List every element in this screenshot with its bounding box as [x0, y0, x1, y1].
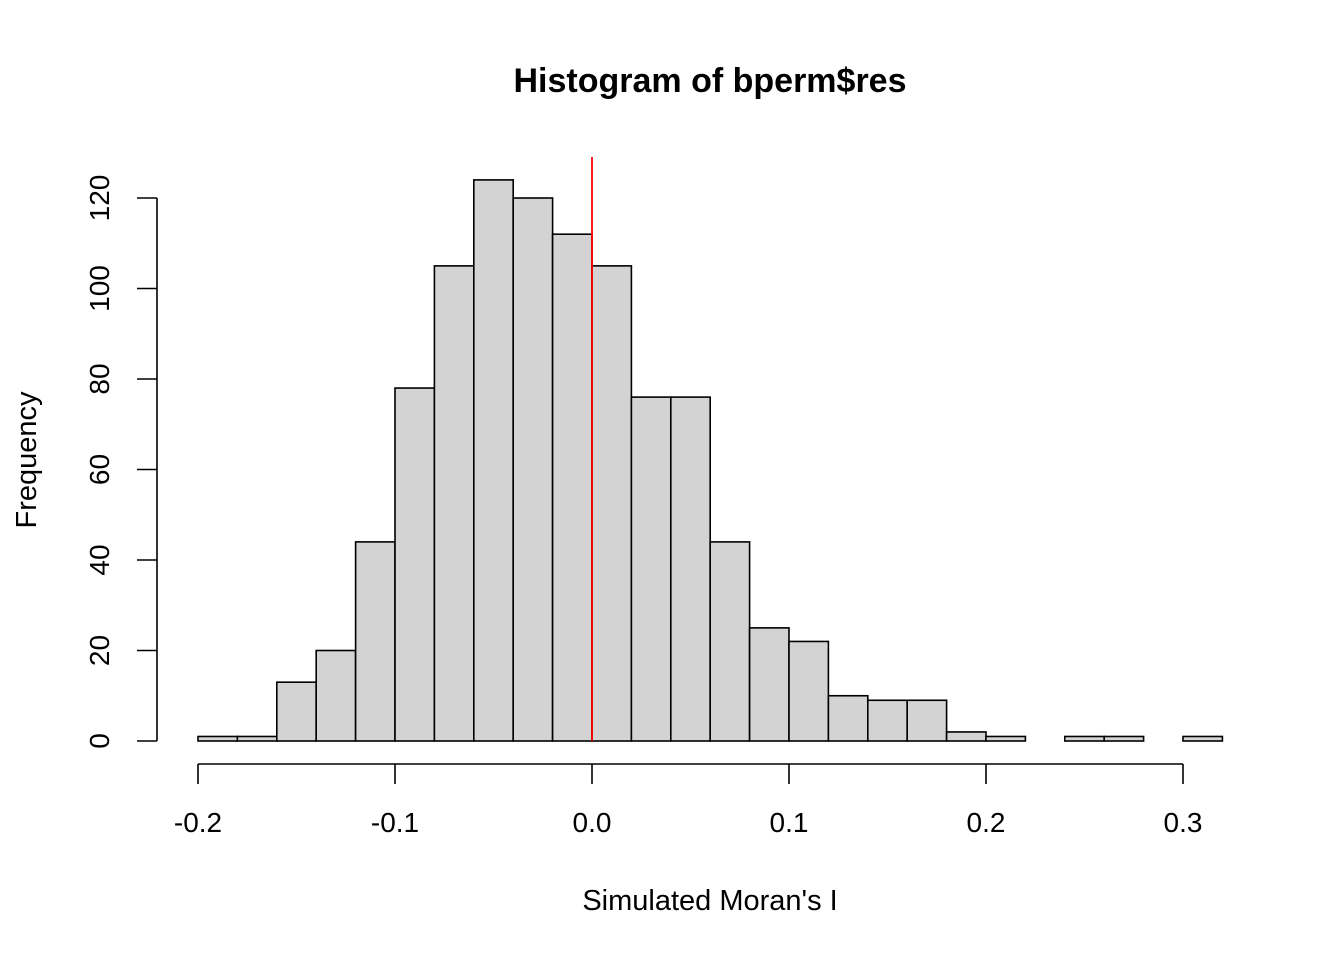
histogram-bar [866, 699, 908, 742]
histogram-bar [788, 640, 830, 742]
x-tick-label: 0.3 [1164, 807, 1203, 838]
x-tick-label: -0.2 [174, 807, 222, 838]
histogram-bar [945, 731, 987, 742]
x-tick-label: 0.2 [967, 807, 1006, 838]
y-tick-label: 40 [84, 544, 115, 575]
histogram-bar [197, 735, 239, 742]
histogram-bar [236, 735, 278, 742]
y-axis-label: Frequency [11, 391, 43, 529]
histogram-bar [630, 396, 672, 742]
histogram-bar [315, 649, 357, 742]
y-tick-label: 20 [84, 635, 115, 666]
x-tick-label: -0.1 [371, 807, 419, 838]
histogram-bar [591, 265, 633, 742]
histogram-bar [354, 541, 396, 742]
y-tick-label: 0 [84, 733, 115, 749]
y-tick-label: 120 [84, 175, 115, 222]
histogram-bar [827, 694, 869, 742]
histogram-bar [433, 265, 475, 742]
histogram-bar [669, 396, 711, 742]
y-axis: 0 20 40 60 80 100 120 [84, 175, 158, 749]
histogram-bar [906, 699, 948, 742]
x-tick-label: 0.0 [573, 807, 612, 838]
histogram-bar [1064, 735, 1106, 742]
y-tick-label: 60 [84, 454, 115, 485]
histogram-bar [709, 541, 751, 742]
y-tick-label: 100 [84, 265, 115, 312]
histogram-bar [748, 627, 790, 742]
histogram-bar [394, 387, 436, 742]
histogram-bar [551, 233, 593, 742]
histogram-bar [472, 179, 514, 742]
histogram-bar [1103, 735, 1145, 742]
histogram-bar [275, 681, 317, 742]
histogram-bar [985, 735, 1027, 742]
histogram-bars [197, 179, 1224, 742]
y-tick-label: 80 [84, 363, 115, 394]
histogram-bar [512, 197, 554, 742]
histogram-bar [1182, 735, 1224, 742]
chart-title: Histogram of bperm$res [514, 62, 907, 100]
x-tick-label: 0.1 [770, 807, 809, 838]
x-axis: -0.2 -0.1 0.0 0.1 0.2 0.3 [174, 763, 1203, 838]
x-axis-label: Simulated Moran's I [582, 885, 837, 917]
